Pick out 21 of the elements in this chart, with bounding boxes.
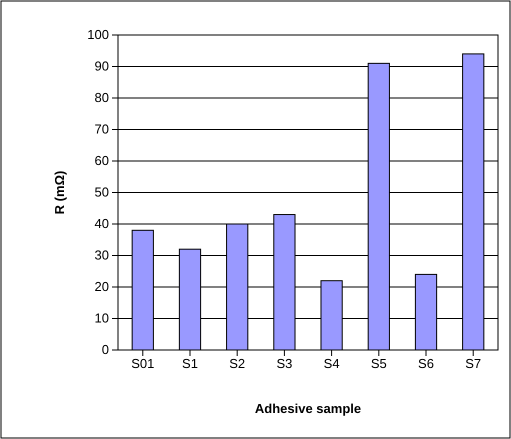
y-tick-label: 100 [87,27,109,42]
y-tick-label: 60 [94,153,109,168]
x-tick-label: S6 [418,356,434,372]
x-tick-label: S1 [182,356,198,372]
x-tick-label: S2 [229,356,246,372]
y-tick-label: 0 [102,342,109,358]
y-tick-label: 50 [94,184,109,200]
x-tick-label: S4 [324,356,340,372]
y-tick-label: 90 [94,58,109,74]
x-tick-label: S3 [276,356,292,372]
y-tick-label: 20 [94,279,109,294]
y-tick-label: 10 [94,310,109,326]
x-tick-label: S5 [370,356,387,372]
x-tick-label: S01 [131,356,154,372]
y-axis-title: R (mΩ) [52,170,67,214]
y-tick-label: 40 [94,216,109,232]
x-axis-title: Adhesive sample [254,401,362,416]
y-tick-label: 30 [94,248,109,263]
x-tick-label: S7 [465,356,482,372]
y-tick-label: 80 [94,90,109,106]
y-tick-label: 70 [94,122,109,137]
